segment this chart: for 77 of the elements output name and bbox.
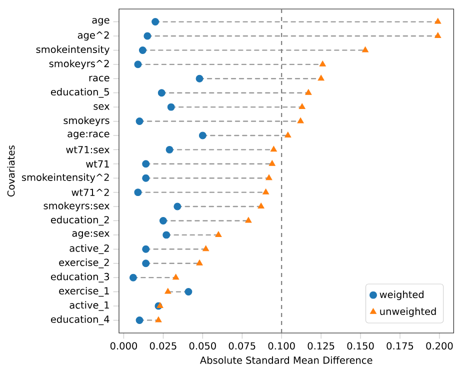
y-tick-label: wt71^2	[72, 188, 109, 196]
x-tick-label: 0.125	[308, 342, 334, 350]
point	[297, 118, 304, 124]
x-tick-label: 0.100	[268, 342, 295, 350]
point	[142, 260, 150, 268]
x-axis-title: Absolute Standard Mean Difference	[200, 356, 372, 364]
legend-label: weighted	[380, 290, 424, 300]
point	[142, 160, 150, 168]
point	[434, 32, 442, 38]
y-tick-label: exercise_1	[59, 286, 109, 297]
y-tick-label: exercise_2	[59, 258, 109, 268]
point	[270, 146, 277, 152]
y-tick-label: age	[92, 18, 110, 26]
point	[215, 231, 222, 237]
point	[268, 160, 276, 166]
point	[136, 316, 144, 324]
point	[142, 245, 150, 253]
y-tick-label: wt71:sex	[66, 146, 110, 154]
point	[318, 74, 324, 81]
y-tick-label: education_5	[50, 88, 109, 98]
point	[196, 260, 203, 266]
point	[144, 32, 152, 40]
point	[167, 103, 175, 111]
point	[155, 316, 162, 322]
y-tick-label: smokeyrs^2	[49, 60, 109, 70]
y-tick-label: age:sex	[72, 231, 110, 239]
x-tick-label: 0.150	[347, 342, 374, 350]
point	[166, 146, 174, 154]
x-tick-label: 0.000	[110, 342, 138, 350]
point	[196, 74, 204, 82]
y-tick-label: age:race	[68, 132, 110, 140]
point	[434, 18, 442, 24]
point	[266, 174, 272, 180]
point	[245, 217, 252, 223]
y-tick-label: wt71	[86, 160, 109, 168]
point	[258, 202, 264, 209]
point	[164, 288, 172, 294]
point	[362, 46, 369, 52]
point	[172, 274, 180, 280]
y-tick-label: smokeintensity^2	[22, 173, 109, 183]
point	[159, 217, 167, 224]
point	[305, 89, 312, 95]
y-tick-label: sex	[94, 104, 110, 110]
y-tick-label: smokeintensity	[36, 46, 110, 55]
y-axis-title: Covariates	[7, 145, 15, 196]
x-tick-label: 0.050	[189, 342, 216, 350]
point	[174, 202, 182, 210]
x-tick-label: 0.025	[150, 342, 176, 350]
point	[184, 288, 192, 296]
y-tick-label: smokeyrs:sex	[44, 202, 110, 212]
point	[152, 18, 160, 26]
x-tick-label: 0.200	[426, 342, 453, 350]
y-tick-label: education_2	[50, 216, 109, 226]
point	[134, 188, 142, 196]
x-tick-label: 0.075	[228, 342, 256, 350]
point	[134, 60, 142, 68]
point	[162, 231, 170, 239]
point	[319, 60, 326, 66]
y-tick-label: education_4	[50, 315, 110, 326]
y-tick-label: active_1	[70, 301, 109, 311]
point	[142, 174, 150, 182]
point	[136, 118, 144, 125]
point	[202, 245, 210, 252]
y-tick-label: age^2	[78, 31, 109, 41]
legend-label: unweighted	[380, 308, 436, 317]
point	[262, 188, 270, 194]
point	[284, 132, 292, 138]
point	[138, 46, 146, 54]
x-tick-label: 0.175	[386, 342, 414, 350]
point	[198, 132, 206, 140]
y-tick-label: active_2	[70, 244, 109, 254]
y-tick-label: smokeyrs	[64, 116, 110, 126]
point	[158, 89, 166, 97]
y-tick-label: education_3	[50, 272, 110, 282]
point	[129, 274, 137, 282]
point	[298, 103, 306, 110]
y-tick-label: race	[89, 76, 110, 82]
